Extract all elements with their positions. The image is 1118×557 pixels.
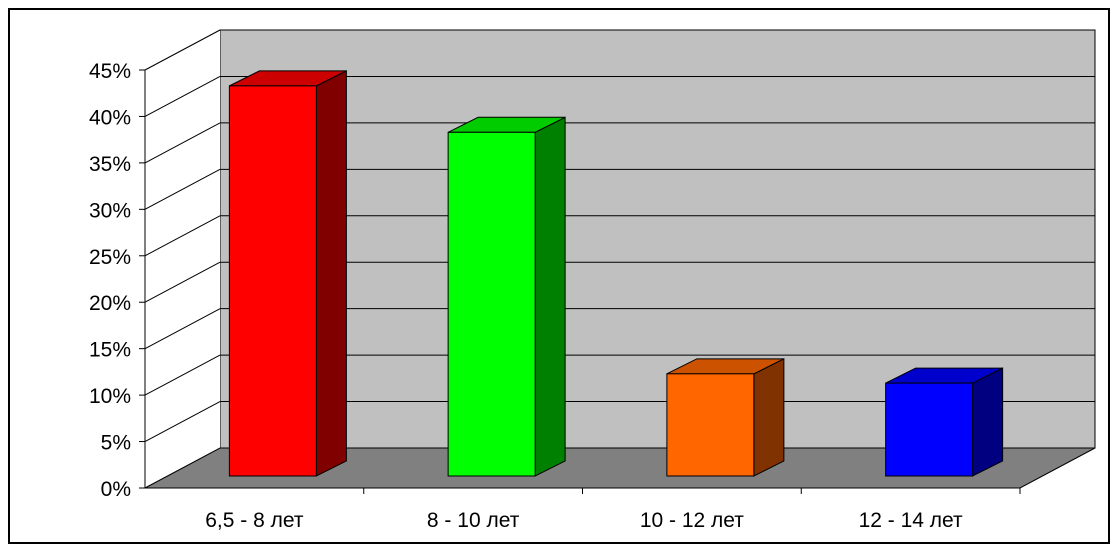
bar — [447, 116, 566, 477]
gridline-side — [144, 76, 221, 117]
y-tick-label: 0% — [101, 478, 131, 501]
y-tick-label: 35% — [89, 153, 131, 176]
bar-front-face — [666, 373, 755, 477]
y-axis-tick-labels: 0% 5% 10% 15% 20% 25% 30% 35% 40% 45% — [89, 60, 131, 501]
bar — [885, 367, 1004, 477]
bar-side-face — [972, 367, 1004, 477]
y-tick-label: 25% — [89, 246, 131, 269]
bar-front-face — [228, 85, 317, 477]
x-category-label: 6,5 - 8 лет — [205, 509, 304, 532]
x-category-label: 10 - 12 лет — [640, 509, 744, 532]
gridline-side — [144, 401, 221, 442]
bar — [666, 358, 785, 477]
y-tick-label: 5% — [101, 432, 131, 455]
axes — [139, 69, 1021, 494]
y-tick-label: 45% — [89, 60, 131, 83]
bar-side-face — [315, 70, 347, 477]
y-tick-label: 40% — [89, 106, 131, 129]
gridline-side — [144, 308, 221, 350]
bars — [228, 70, 1004, 477]
gridline-side — [144, 122, 221, 164]
gridline-side — [144, 261, 221, 303]
bar-front-face — [885, 382, 974, 477]
gridline-side — [144, 29, 221, 71]
bar-front-face — [447, 131, 536, 477]
y-tick-label: 30% — [89, 199, 131, 222]
y-tick-label: 10% — [89, 385, 131, 408]
bar-side-face — [534, 116, 566, 477]
bar-side-face — [753, 358, 785, 477]
chart-walls — [144, 29, 1096, 489]
x-axis-category-labels: 6,5 - 8 лет 8 - 10 лет 10 - 12 лет 12 - 14 … — [205, 509, 963, 532]
side-wall — [145, 30, 220, 488]
gridline-side — [144, 168, 221, 210]
y-tick-label: 15% — [89, 339, 131, 362]
gridline-side — [144, 354, 221, 396]
bar — [228, 70, 347, 477]
x-category-label: 12 - 14 лет — [859, 509, 963, 532]
gridline-side — [144, 215, 221, 257]
y-tick-label: 20% — [89, 292, 131, 315]
x-category-label: 8 - 10 лет — [427, 509, 520, 532]
